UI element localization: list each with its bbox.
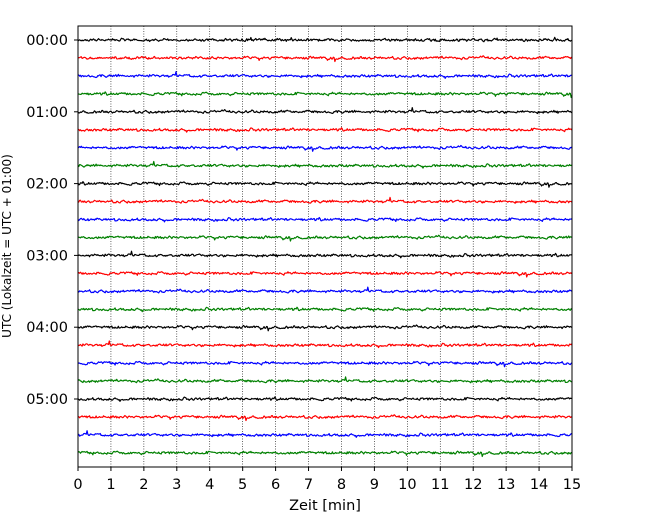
- seismogram-trace: [77, 376, 573, 384]
- y-axis-label: UTC (Lokalzeit = UTC + 01:00): [0, 154, 14, 338]
- seismogram-trace: [77, 414, 573, 422]
- y-tick-label: 00:00: [26, 33, 68, 49]
- y-tick-label: 04:00: [26, 320, 68, 336]
- seismogram-trace: [77, 340, 573, 349]
- x-tick-label: 0: [73, 477, 82, 493]
- seismogram-trace: [77, 107, 573, 115]
- x-tick-label: 1: [106, 477, 115, 493]
- seismogram-trace: [77, 286, 573, 294]
- y-tick-label: 02:00: [26, 177, 68, 193]
- x-tick-label: 14: [530, 477, 548, 493]
- traces-layer: [77, 36, 573, 458]
- seismogram-trace: [77, 250, 573, 259]
- seismogram-trace: [77, 181, 573, 188]
- seismogram-trace: [77, 91, 573, 99]
- seismogram-trace: [77, 55, 573, 63]
- y-tick-label: 01:00: [26, 105, 68, 121]
- seismogram-trace: [77, 196, 573, 204]
- seismogram-trace: [77, 160, 573, 169]
- y-tick-label: 05:00: [26, 392, 68, 408]
- x-tick-label: 10: [398, 477, 416, 493]
- x-axis-label: Zeit [min]: [289, 498, 361, 514]
- x-tick-label: 15: [563, 477, 581, 493]
- seismogram-trace: [77, 36, 573, 43]
- x-tick-label: 8: [337, 477, 346, 493]
- seismogram-trace: [77, 234, 573, 242]
- plot-frame: [77, 25, 573, 468]
- seismogram-trace: [77, 127, 573, 133]
- seismogram-trace: [77, 306, 573, 313]
- y-axis-ticks: 00:00 01:00 02:00 03:00 04:00 05:00: [26, 33, 78, 408]
- x-tick-label: 11: [431, 477, 449, 493]
- x-tick-label: 7: [304, 477, 313, 493]
- seismogram-trace: [77, 144, 573, 152]
- x-tick-label: 9: [370, 477, 379, 493]
- seismogram-trace: [77, 324, 573, 332]
- x-tick-label: 4: [205, 477, 214, 493]
- x-tick-label: 2: [139, 477, 148, 493]
- seismogram-trace: [77, 360, 573, 368]
- x-axis-ticks: 0 1 2 3 4 5 6 7 8 9 10 11 12 13 14 15: [73, 467, 581, 493]
- x-tick-label: 6: [271, 477, 280, 493]
- x-tick-label: 3: [172, 477, 181, 493]
- seismogram-trace: [77, 396, 573, 403]
- x-tick-label: 12: [464, 477, 482, 493]
- seismogram-trace: [77, 216, 573, 223]
- seismogram-trace: [77, 271, 573, 278]
- x-tick-label: 13: [497, 477, 515, 493]
- grid-layer: [110, 26, 540, 467]
- seismogram-trace: [77, 450, 573, 458]
- seismogram-trace: [77, 71, 573, 79]
- seismogram-trace: [77, 430, 573, 438]
- x-tick-label: 5: [238, 477, 247, 493]
- y-tick-label: 03:00: [26, 248, 68, 264]
